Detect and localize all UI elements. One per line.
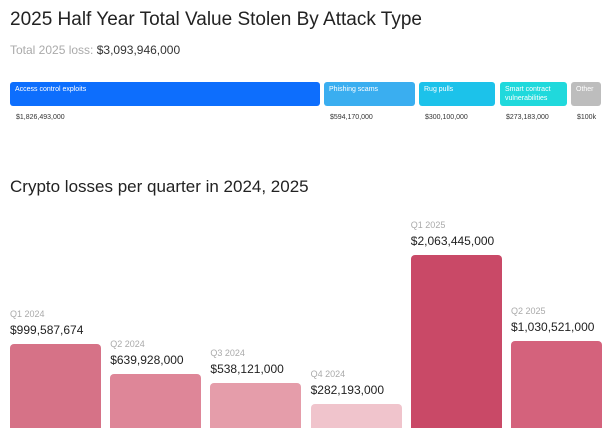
total-value: $3,093,946,000 [96,43,181,57]
bar-q4-2024 [310,404,402,428]
bar-category-label: Q3 2024 [210,347,245,358]
bar-q1-2024 [10,344,101,428]
bar-q2-2024 [110,374,202,428]
segment-value: $594,170,000 [330,114,373,121]
bar-category-label: Q2 2025 [511,306,546,317]
bar-category-label: Q4 2024 [310,369,346,380]
bar-category-label: Q2 2024 [110,339,145,350]
bar-q1-2025 [410,254,502,428]
chart-title: 2025 Half Year Total Value Stolen By Att… [10,9,422,30]
bar-value-label: $282,193,000 [310,383,384,398]
segment-4: Other [571,82,601,106]
bar-value-label: $1,030,521,000 [511,320,595,335]
bar-q3-2024 [210,382,302,428]
bar-category-label: Q1 2025 [410,219,446,230]
total-label: Total 2025 loss: [10,43,94,57]
segment-value: $273,183,000 [506,114,549,121]
bar-category-label: Q1 2024 [10,309,45,320]
segment-2: Rug pulls [419,82,495,106]
segment-3: Smart contract vulnerabilities [500,82,567,106]
segment-value: $300,100,000 [425,114,468,121]
quarter-chart-title: Crypto losses per quarter in 2024, 2025 [10,177,309,196]
bar-q2-2025 [511,341,602,428]
bar-value-label: $2,063,445,000 [410,233,495,248]
bar-value-label: $538,121,000 [210,361,284,376]
segment-value: $100k [577,114,597,121]
bar-value-label: $639,928,000 [110,353,184,368]
segment-1: Phishing scams [324,82,415,106]
segment-value: $1,826,493,000 [16,114,65,121]
bar-value-label: $999,587,674 [10,323,84,338]
segment-0: Access control exploits [10,82,320,106]
total-loss: Total 2025 loss: $3,093,946,000 [10,43,180,57]
